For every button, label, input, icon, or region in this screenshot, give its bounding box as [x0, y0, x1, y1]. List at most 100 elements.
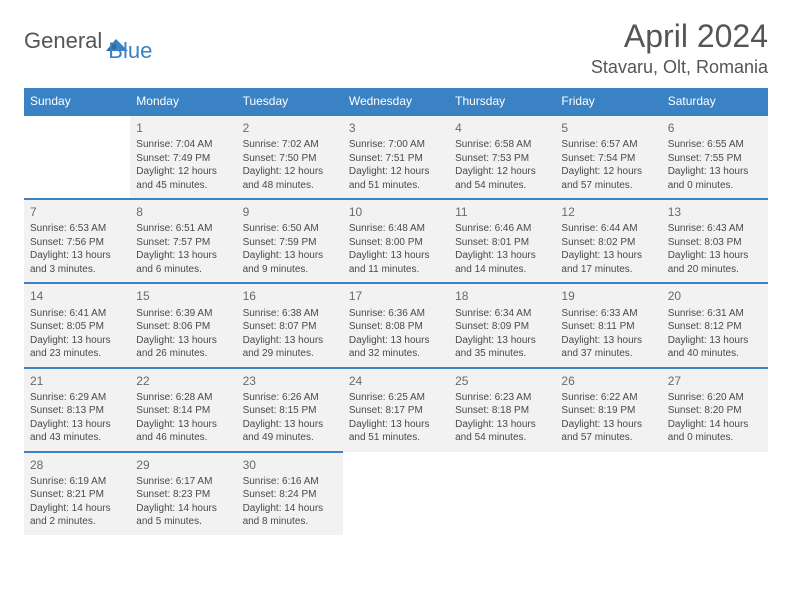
cell-text: Daylight: 13 hours — [243, 418, 337, 432]
cell-text: Sunrise: 7:04 AM — [136, 138, 230, 152]
cell-text: Sunrise: 6:53 AM — [30, 222, 124, 236]
cell-text: Daylight: 13 hours — [136, 418, 230, 432]
cell-text: and 2 minutes. — [30, 515, 124, 529]
calendar-cell — [662, 452, 768, 535]
cell-text: Sunset: 7:50 PM — [243, 152, 337, 166]
calendar-cell — [449, 452, 555, 535]
cell-text: and 8 minutes. — [243, 515, 337, 529]
cell-text: Daylight: 13 hours — [349, 249, 443, 263]
day-number: 20 — [668, 288, 762, 304]
cell-text: Sunrise: 6:19 AM — [30, 475, 124, 489]
cell-text: and 45 minutes. — [136, 179, 230, 193]
day-number: 3 — [349, 120, 443, 136]
cell-text: and 37 minutes. — [561, 347, 655, 361]
cell-text: Sunset: 7:49 PM — [136, 152, 230, 166]
day-number: 8 — [136, 204, 230, 220]
cell-text: and 57 minutes. — [561, 431, 655, 445]
calendar-cell: 19Sunrise: 6:33 AMSunset: 8:11 PMDayligh… — [555, 283, 661, 367]
cell-text: Daylight: 13 hours — [30, 418, 124, 432]
day-number: 26 — [561, 373, 655, 389]
cell-text: Daylight: 14 hours — [30, 502, 124, 516]
cell-text: Daylight: 13 hours — [30, 249, 124, 263]
day-number: 29 — [136, 457, 230, 473]
cell-text: Daylight: 14 hours — [136, 502, 230, 516]
weekday-header: Thursday — [449, 88, 555, 115]
cell-text: Sunrise: 6:38 AM — [243, 307, 337, 321]
cell-text: Sunset: 8:03 PM — [668, 236, 762, 250]
day-number: 13 — [668, 204, 762, 220]
cell-text: and 43 minutes. — [30, 431, 124, 445]
calendar-cell: 9Sunrise: 6:50 AMSunset: 7:59 PMDaylight… — [237, 199, 343, 283]
day-number: 17 — [349, 288, 443, 304]
calendar-cell: 25Sunrise: 6:23 AMSunset: 8:18 PMDayligh… — [449, 368, 555, 452]
calendar-cell: 10Sunrise: 6:48 AMSunset: 8:00 PMDayligh… — [343, 199, 449, 283]
weekday-header: Sunday — [24, 88, 130, 115]
calendar-cell: 2Sunrise: 7:02 AMSunset: 7:50 PMDaylight… — [237, 115, 343, 199]
calendar-row: 14Sunrise: 6:41 AMSunset: 8:05 PMDayligh… — [24, 283, 768, 367]
calendar-row: 28Sunrise: 6:19 AMSunset: 8:21 PMDayligh… — [24, 452, 768, 535]
calendar-cell: 20Sunrise: 6:31 AMSunset: 8:12 PMDayligh… — [662, 283, 768, 367]
cell-text: Sunset: 7:56 PM — [30, 236, 124, 250]
weekday-header: Monday — [130, 88, 236, 115]
cell-text: Sunrise: 6:28 AM — [136, 391, 230, 405]
calendar-cell: 5Sunrise: 6:57 AMSunset: 7:54 PMDaylight… — [555, 115, 661, 199]
cell-text: Daylight: 13 hours — [30, 334, 124, 348]
weekday-header: Wednesday — [343, 88, 449, 115]
cell-text: and 23 minutes. — [30, 347, 124, 361]
cell-text: Daylight: 13 hours — [136, 334, 230, 348]
calendar-cell: 29Sunrise: 6:17 AMSunset: 8:23 PMDayligh… — [130, 452, 236, 535]
cell-text: Sunset: 8:15 PM — [243, 404, 337, 418]
location-text: Stavaru, Olt, Romania — [591, 57, 768, 78]
cell-text: and 29 minutes. — [243, 347, 337, 361]
cell-text: Sunrise: 6:48 AM — [349, 222, 443, 236]
cell-text: Sunset: 8:01 PM — [455, 236, 549, 250]
cell-text: and 14 minutes. — [455, 263, 549, 277]
calendar-cell: 16Sunrise: 6:38 AMSunset: 8:07 PMDayligh… — [237, 283, 343, 367]
cell-text: and 0 minutes. — [668, 431, 762, 445]
calendar-cell: 6Sunrise: 6:55 AMSunset: 7:55 PMDaylight… — [662, 115, 768, 199]
cell-text: Sunset: 8:17 PM — [349, 404, 443, 418]
day-number: 14 — [30, 288, 124, 304]
weekday-header: Friday — [555, 88, 661, 115]
cell-text: Sunrise: 6:51 AM — [136, 222, 230, 236]
cell-text: Sunrise: 6:22 AM — [561, 391, 655, 405]
cell-text: Daylight: 13 hours — [561, 418, 655, 432]
day-number: 21 — [30, 373, 124, 389]
cell-text: and 17 minutes. — [561, 263, 655, 277]
cell-text: and 40 minutes. — [668, 347, 762, 361]
cell-text: Sunset: 8:19 PM — [561, 404, 655, 418]
cell-text: and 9 minutes. — [243, 263, 337, 277]
cell-text: Sunrise: 6:17 AM — [136, 475, 230, 489]
cell-text: Sunset: 7:59 PM — [243, 236, 337, 250]
day-number: 18 — [455, 288, 549, 304]
calendar-cell: 14Sunrise: 6:41 AMSunset: 8:05 PMDayligh… — [24, 283, 130, 367]
day-number: 27 — [668, 373, 762, 389]
cell-text: and 51 minutes. — [349, 431, 443, 445]
cell-text: and 20 minutes. — [668, 263, 762, 277]
calendar-row: 21Sunrise: 6:29 AMSunset: 8:13 PMDayligh… — [24, 368, 768, 452]
calendar-cell: 26 Sunrise: 6:22 AMSunset: 8:19 PMDayligh… — [555, 368, 661, 452]
cell-text: and 26 minutes. — [136, 347, 230, 361]
day-number: 30 — [243, 457, 337, 473]
cell-text: Daylight: 12 hours — [349, 165, 443, 179]
calendar-cell: 4Sunrise: 6:58 AMSunset: 7:53 PMDaylight… — [449, 115, 555, 199]
calendar-cell: 24Sunrise: 6:25 AMSunset: 8:17 PMDayligh… — [343, 368, 449, 452]
cell-text: Daylight: 12 hours — [455, 165, 549, 179]
cell-text: Sunrise: 7:00 AM — [349, 138, 443, 152]
day-number: 22 — [136, 373, 230, 389]
cell-text: Sunset: 8:09 PM — [455, 320, 549, 334]
day-number: 9 — [243, 204, 337, 220]
brand-word-2: Blue — [108, 38, 152, 64]
cell-text: Sunset: 8:05 PM — [30, 320, 124, 334]
weekday-header: Tuesday — [237, 88, 343, 115]
cell-text: Sunset: 8:13 PM — [30, 404, 124, 418]
cell-text: and 48 minutes. — [243, 179, 337, 193]
brand-logo: General Blue — [24, 18, 152, 64]
calendar-table: Sunday Monday Tuesday Wednesday Thursday… — [24, 88, 768, 535]
cell-text: Sunset: 8:20 PM — [668, 404, 762, 418]
cell-text: Sunset: 8:02 PM — [561, 236, 655, 250]
calendar-cell — [24, 115, 130, 199]
cell-text: Daylight: 12 hours — [136, 165, 230, 179]
day-number: 23 — [243, 373, 337, 389]
day-number: 28 — [30, 457, 124, 473]
